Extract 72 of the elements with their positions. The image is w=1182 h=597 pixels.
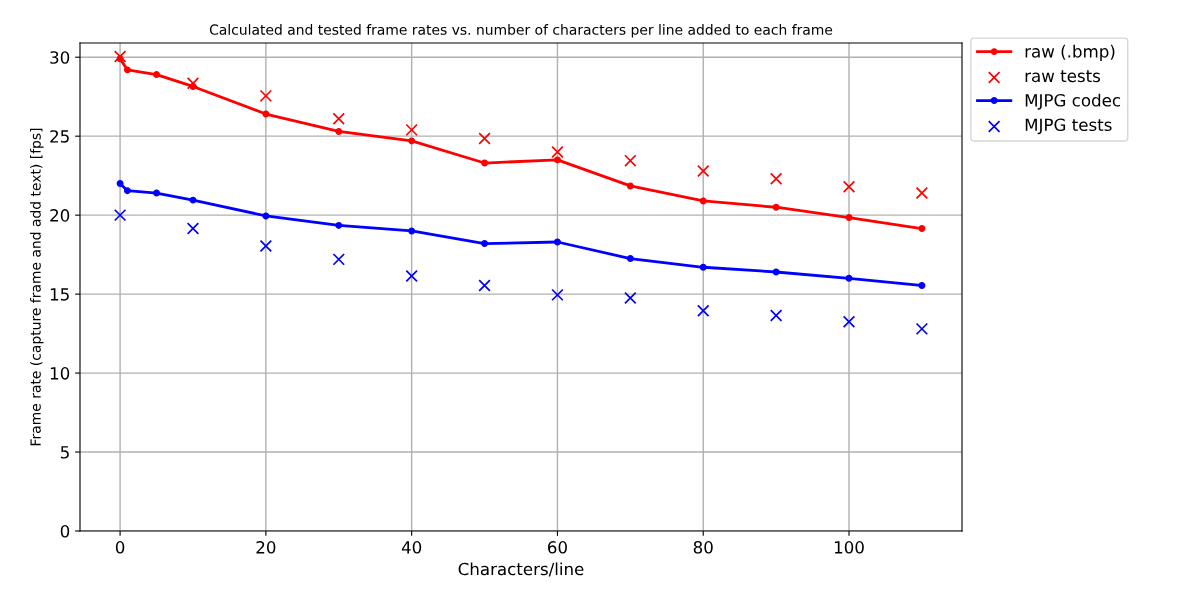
point — [772, 203, 780, 211]
point — [845, 214, 853, 221]
point — [551, 288, 564, 302]
point — [186, 222, 200, 235]
point — [769, 309, 783, 322]
point — [478, 132, 491, 145]
point — [624, 291, 637, 305]
point — [918, 225, 926, 233]
point — [123, 187, 131, 195]
y-tick-label: 10 — [50, 367, 70, 380]
point — [408, 137, 416, 145]
point — [259, 239, 273, 253]
point — [845, 274, 853, 282]
point — [553, 238, 561, 246]
y-tick-label: 30 — [50, 51, 70, 64]
point — [478, 279, 491, 292]
point — [116, 55, 124, 63]
legend-label: raw (.bmp) — [1025, 44, 1115, 61]
point — [697, 304, 710, 317]
point — [918, 281, 926, 289]
x-tick-label: 60 — [548, 541, 567, 554]
x-tick-label: 100 — [834, 541, 864, 554]
point — [335, 127, 343, 135]
y-axis-title: Frame rate (capture frame and add text) [fps] — [30, 128, 44, 446]
point — [262, 212, 270, 220]
legend-label: MJPG tests — [1025, 118, 1112, 135]
x-tick-label: 20 — [256, 541, 276, 554]
x-tick-label: 80 — [693, 541, 713, 554]
point — [123, 66, 131, 74]
y-tick-label: 5 — [60, 446, 69, 459]
point — [408, 227, 416, 235]
x-tick-label: 0 — [115, 541, 125, 554]
legend-label: MJPG codec — [1025, 93, 1121, 110]
point — [842, 180, 856, 193]
point — [915, 322, 929, 336]
point — [481, 240, 489, 248]
point — [842, 315, 856, 328]
point — [699, 197, 707, 205]
point — [553, 156, 561, 164]
point — [481, 159, 489, 167]
y-tick-label: 15 — [50, 288, 69, 301]
point — [405, 123, 418, 137]
x-tick-label: 40 — [401, 541, 422, 554]
point — [262, 110, 270, 118]
point — [186, 77, 200, 90]
point — [405, 269, 418, 283]
point — [772, 268, 780, 276]
point — [153, 189, 161, 197]
y-tick-label: 0 — [60, 524, 70, 538]
point — [699, 263, 707, 271]
point — [189, 196, 197, 204]
legend-label: raw tests — [1025, 70, 1101, 83]
point — [697, 164, 710, 178]
y-tick-label: 20 — [50, 209, 70, 222]
point — [551, 145, 564, 159]
y-tick-label: 25 — [50, 130, 69, 143]
point — [113, 208, 127, 222]
point — [332, 253, 345, 266]
chart-title: Calculated and tested frame rates vs. number of characters per line added to each frame — [209, 24, 833, 38]
point — [335, 221, 343, 229]
point — [332, 112, 345, 126]
point — [116, 180, 124, 188]
point — [626, 255, 634, 263]
point — [769, 172, 783, 186]
point — [915, 186, 929, 200]
x-axis-title: Characters/line — [458, 562, 584, 577]
point — [113, 50, 127, 63]
point — [626, 182, 634, 190]
point — [624, 154, 637, 167]
point — [189, 82, 197, 90]
point — [153, 71, 161, 79]
point — [259, 89, 273, 103]
